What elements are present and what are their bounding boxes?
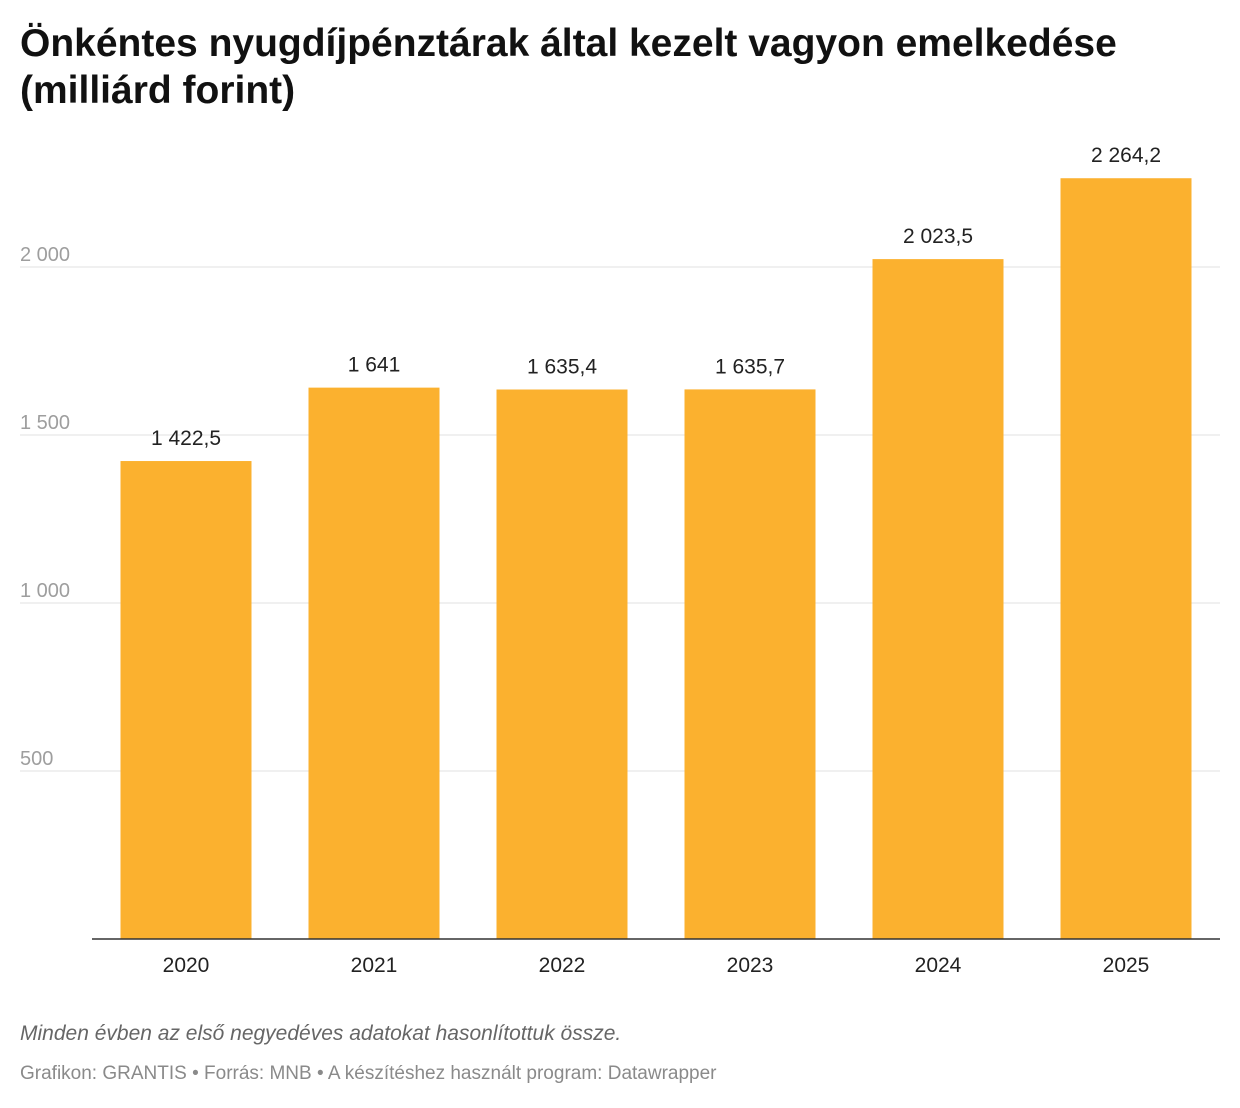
x-tick-label: 2022: [539, 954, 586, 977]
data-label-2024: 2 023,5: [903, 225, 973, 248]
x-tick-label: 2020: [163, 954, 210, 977]
chart-title: Önkéntes nyugdíjpénztárak által kezelt v…: [20, 22, 1117, 112]
data-label-2023: 1 635,7: [715, 355, 785, 378]
bar-2021: [308, 387, 440, 939]
bar-2020: [120, 461, 252, 939]
x-axis-ticks: 2020 2021 2022 2023 2024 2025: [163, 954, 1150, 977]
y-tick-label: 2 000: [20, 244, 70, 266]
x-tick-label: 2025: [1103, 954, 1150, 977]
data-label-2021: 1 641: [348, 354, 401, 377]
data-labels: 1 422,5 1 641 1 635,4 1 635,7 2 023,5 2 264,2: [151, 144, 1161, 450]
data-label-2025: 2 264,2: [1091, 144, 1161, 167]
bar-2022: [496, 389, 628, 939]
bar-2024: [872, 259, 1004, 939]
y-tick-label: 1 000: [20, 580, 70, 602]
data-label-2022: 1 635,4: [527, 356, 597, 379]
bar-2025: [1060, 178, 1192, 939]
data-label-2020: 1 422,5: [151, 427, 221, 450]
bar-2023: [684, 389, 816, 939]
x-tick-label: 2023: [727, 954, 774, 977]
y-tick-label: 500: [20, 748, 53, 770]
x-tick-label: 2024: [915, 954, 962, 977]
y-tick-label: 1 500: [20, 412, 70, 434]
chart-note: Minden évben az első negyedéves adatokat…: [20, 1022, 622, 1045]
y-axis-ticks: 500 1 000 1 500 2 000: [20, 244, 70, 770]
bars: [120, 178, 1192, 939]
chart-credits: Grafikon: GRANTIS • Forrás: MNB • A kész…: [20, 1063, 717, 1084]
x-tick-label: 2021: [351, 954, 398, 977]
